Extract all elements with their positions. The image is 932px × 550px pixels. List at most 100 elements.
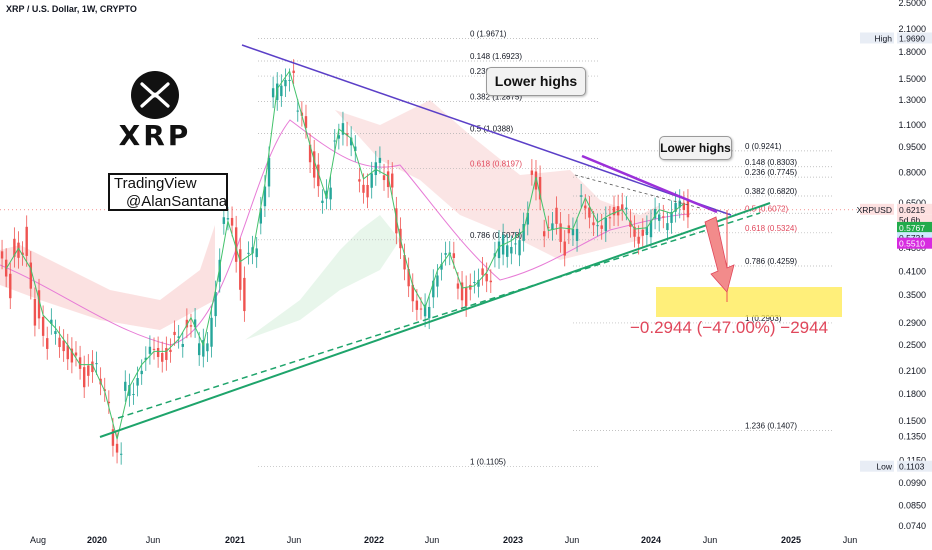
candle-body <box>325 190 328 199</box>
candle-body <box>530 170 534 175</box>
x-tick-label: Jun <box>565 535 580 545</box>
target-zone <box>656 287 842 317</box>
candle-body <box>296 110 299 112</box>
fib-level-label: 1 (0.2903) <box>745 314 782 323</box>
candle-body <box>288 79 291 81</box>
x-tick-label: 2024 <box>641 535 661 545</box>
candle-body <box>247 252 250 254</box>
candle-body <box>575 228 579 241</box>
fib-level-label: 0 (1.9671) <box>470 30 507 39</box>
candle-body <box>391 173 394 188</box>
candle-body <box>538 176 542 200</box>
callout-lower-highs-left: Lower highs <box>486 67 586 96</box>
candle-body <box>329 187 332 200</box>
candle-body <box>312 151 316 178</box>
candle-body <box>510 246 513 254</box>
price-tag-value-bg <box>897 203 932 215</box>
candle-body <box>382 175 386 181</box>
price-tag-value: 1.9690 <box>899 33 925 43</box>
candle-body <box>633 226 636 237</box>
projection-label: −0.2944 (−47.00%) −2944 <box>630 318 829 337</box>
candle-body <box>132 394 135 396</box>
candle-body <box>321 200 324 204</box>
watermark-box: TradingView @AlanSantana <box>108 173 228 211</box>
candle-body <box>255 248 258 258</box>
x-tick-label: Jun <box>703 535 718 545</box>
candle-body <box>140 370 143 375</box>
candle-body <box>185 319 189 328</box>
candle-body <box>78 357 82 369</box>
candle-body <box>571 228 575 236</box>
x-tick-label: Jun <box>425 535 440 545</box>
fib-level-label: 1 (0.1105) <box>470 457 506 466</box>
y-tick-label: 1.8000 <box>898 47 926 57</box>
candle-body <box>555 207 558 224</box>
candle-body <box>165 347 168 360</box>
candle-body <box>440 264 443 270</box>
candle-body <box>193 319 197 328</box>
fib-level-label: 0.148 (0.8303) <box>745 158 797 167</box>
candle-body <box>514 243 517 245</box>
candle-body <box>46 338 49 349</box>
candle-body <box>119 453 123 455</box>
xrp-logo-mark <box>140 82 170 108</box>
candle-body <box>222 217 226 224</box>
candle-body <box>206 343 209 352</box>
resistance-trendline <box>241 44 732 216</box>
candle-body <box>74 352 78 356</box>
x-tick-label: 2023 <box>503 535 523 545</box>
fib-level-label: 0.148 (1.6923) <box>470 52 522 61</box>
candle-body <box>584 205 587 209</box>
x-tick-label: 2020 <box>87 535 107 545</box>
candle-body <box>317 164 320 187</box>
candle-body <box>54 331 57 335</box>
candle-body <box>50 319 53 324</box>
y-tick-label: 0.0740 <box>898 521 926 531</box>
candle-body <box>91 361 94 373</box>
candle-body <box>62 340 65 352</box>
candle-body <box>444 253 447 255</box>
candle-body <box>210 317 213 347</box>
candle-body <box>214 292 217 317</box>
candle-body <box>534 171 538 190</box>
watermark-line1: TradingView <box>114 175 197 192</box>
candle-body <box>592 222 595 226</box>
y-tick-label: 0.1150 <box>899 455 926 465</box>
price-tag-value-bg <box>897 237 932 249</box>
price-tag-sub-bg <box>897 214 932 225</box>
candle-body <box>436 275 439 287</box>
candle-body <box>349 137 353 146</box>
candle-body <box>156 347 160 357</box>
candle-body <box>423 304 427 317</box>
down-arrow-icon <box>704 216 735 293</box>
candle-body <box>308 144 312 163</box>
candle-body <box>608 217 612 219</box>
candle-body <box>267 157 271 187</box>
candle-body <box>641 229 644 236</box>
candle-body <box>419 308 423 310</box>
price-tag-label-bg <box>860 32 894 44</box>
candle-body <box>415 300 419 310</box>
candle-body <box>452 253 456 259</box>
y-tick-label: 0.0990 <box>898 478 926 488</box>
fib-level-label: 0.382 (0.6820) <box>745 187 797 196</box>
candle-body <box>354 146 357 152</box>
ichimoku-cloud <box>0 225 215 330</box>
candle-body <box>625 207 628 210</box>
candle-body <box>115 443 119 453</box>
fib-level-label: 0.5 (0.6072) <box>745 204 788 213</box>
y-tick-label: 0.1500 <box>898 416 926 426</box>
candle-body <box>674 202 677 212</box>
candle-body <box>621 204 624 210</box>
candle-body <box>259 208 263 224</box>
candle-body <box>563 241 566 256</box>
candle-body <box>678 200 681 208</box>
candle-body <box>41 316 45 336</box>
candle-body <box>337 135 341 139</box>
y-tick-label: 2.1000 <box>898 24 926 34</box>
candle-body <box>477 280 480 287</box>
price-tag-value: 0.1103 <box>899 462 925 472</box>
candle-body <box>403 255 406 270</box>
price-tag-value: 0.5510 <box>899 239 925 249</box>
